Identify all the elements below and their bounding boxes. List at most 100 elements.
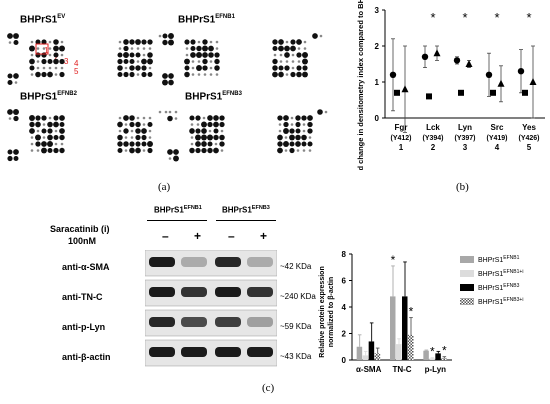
array-spot [36,60,40,63]
array-spot [123,128,129,134]
c-legend-label: BHPrS1EFNB3+i [478,297,523,306]
panel-c-chart: 0 2 4 6 8 α-SMA TN-C p-Lyn * * * * BHPrS1EFNB1 BHPr… [319,250,523,374]
array-spot [279,60,283,63]
array-spot [214,65,220,71]
array-spot [302,58,308,65]
array-marker-1: 1 [44,46,49,55]
wb-band [215,317,241,327]
array-spot [41,141,47,147]
array-spot [272,71,278,78]
array-spot [53,52,59,58]
array-spot [36,47,40,50]
array-spot [54,129,58,133]
array-spot [319,34,323,38]
b-category-site: (Y412) [390,135,411,142]
array-spot [13,73,19,79]
wb-band [181,347,207,357]
array-spot [195,134,201,141]
treatment-dose: 100nM [68,236,97,246]
array-spot [135,141,141,147]
c-ytick-label: 8 [342,250,347,259]
array-spot [190,39,196,45]
c-category-label: α-SMA [356,365,382,374]
array-spot [202,65,208,71]
b-category-name: Lck [426,123,440,132]
array-spot [117,141,123,147]
b-category-num: 2 [431,143,436,152]
b-significance: * [494,10,499,25]
c-bar [368,341,375,360]
array-spot [41,39,47,45]
array-spot [201,147,207,154]
wb-band [149,257,175,267]
array-spot [129,52,135,58]
array-spot [174,117,178,120]
array-spot [36,66,40,70]
array-spot [190,142,194,146]
array-spot [129,71,135,78]
array-spot [302,129,306,133]
array-spot [284,136,288,139]
array-title-efnb1: BHPrS1EFNB1 [178,14,235,26]
b-category-name: Fgr [395,123,408,132]
array-spot [168,79,174,86]
array-spot [303,47,307,50]
array-spot [291,60,295,63]
array-spot [30,142,34,146]
array-spot [135,134,141,141]
array-spot [302,65,308,71]
array-spot [47,147,53,154]
array-spot [13,115,19,122]
array-spot [123,115,129,121]
array-spot [214,58,220,65]
array-title-efnb3: BHPrS1EFNB3 [185,91,242,103]
array-spot [284,65,290,71]
array-spot [219,115,225,121]
b-category-site: (Y419) [486,135,507,142]
array-spot [202,116,206,120]
c-category-label: TN-C [392,365,411,374]
array-spot [135,52,141,58]
array-spot [53,121,59,128]
array-spot [202,58,208,65]
array-spot [213,121,219,128]
b-point-circle [389,71,397,79]
array-spot [201,134,207,141]
array-spot [59,134,65,141]
array-spot [118,116,122,120]
array-spot [213,115,219,121]
b-point-circle [517,68,525,75]
array-spot [142,116,146,120]
b-point-square [394,89,400,96]
array-spot [147,141,153,147]
c-significance: * [430,345,435,359]
array-spot [301,115,307,121]
array-marker-2: 2 [54,53,59,62]
panel-a: BHPrS1EV BHPrS1EFNB1 BHPrS1EFNB2 BHPrS1E… [0,0,345,193]
b-ytick-label: 3 [375,6,380,15]
wb-band [247,257,273,267]
array-marker-box [35,43,49,55]
array-spot [147,52,153,58]
array-spot [29,65,35,71]
array-spot [35,71,41,78]
array-spot [291,66,295,70]
array-spot [36,149,40,152]
b-point-triangle [529,78,537,85]
array-spot [324,110,328,114]
array-spot [41,115,47,121]
c-significance: * [409,305,414,319]
array-spot [162,39,168,46]
array-spot [29,45,35,52]
b-ytick-label: 2 [375,42,380,51]
array-spot [142,149,146,152]
array-spot [278,129,282,133]
b-category-site: (Y426) [518,135,539,142]
array-spot [290,39,296,45]
array-spot [207,121,213,128]
wb-header-line-2 [216,220,276,221]
array-spot [184,71,190,78]
wb-kda-plyn: ~59 KDa [280,322,312,331]
array-spot [7,149,13,155]
array-spot [141,65,147,71]
